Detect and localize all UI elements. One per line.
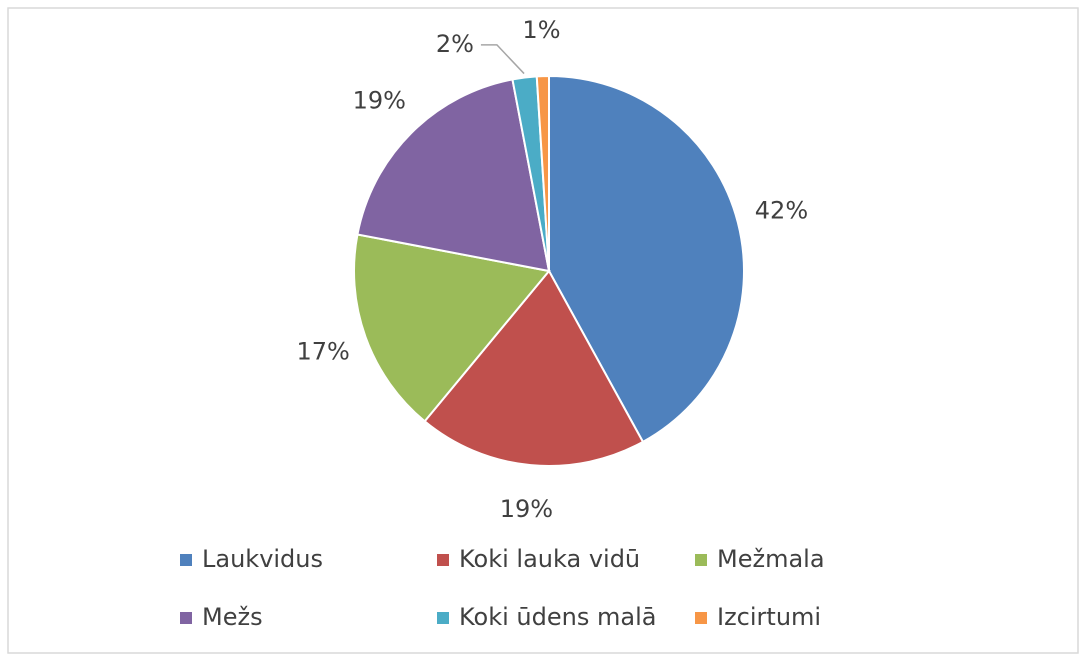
legend-swatch [695, 554, 707, 566]
data-label: 19% [500, 495, 553, 523]
pie-slice [535, 74, 550, 272]
data-label: 42% [755, 196, 808, 224]
leader-line [480, 44, 525, 75]
legend-label: Mežmala [717, 545, 825, 573]
pie-slice [548, 74, 745, 444]
legend-label: Koki lauka vidū [459, 545, 640, 573]
legend-swatch [437, 554, 449, 566]
data-label: 2% [436, 30, 474, 58]
legend-label: Koki ūdens malā [459, 603, 656, 631]
data-label: 19% [353, 86, 406, 114]
legend-swatch [695, 612, 707, 624]
legend-label: Laukvidus [202, 545, 323, 573]
legend-swatch [180, 554, 192, 566]
legend-label: Mežs [202, 603, 263, 631]
legend-swatch [437, 612, 449, 624]
legend-label: Izcirtumi [717, 603, 821, 631]
pie-slice [423, 269, 645, 467]
pie-slice [353, 233, 551, 423]
data-label: 17% [297, 337, 350, 365]
data-label: 1% [522, 16, 560, 44]
pie-slice [356, 78, 551, 273]
legend-swatch [180, 612, 192, 624]
